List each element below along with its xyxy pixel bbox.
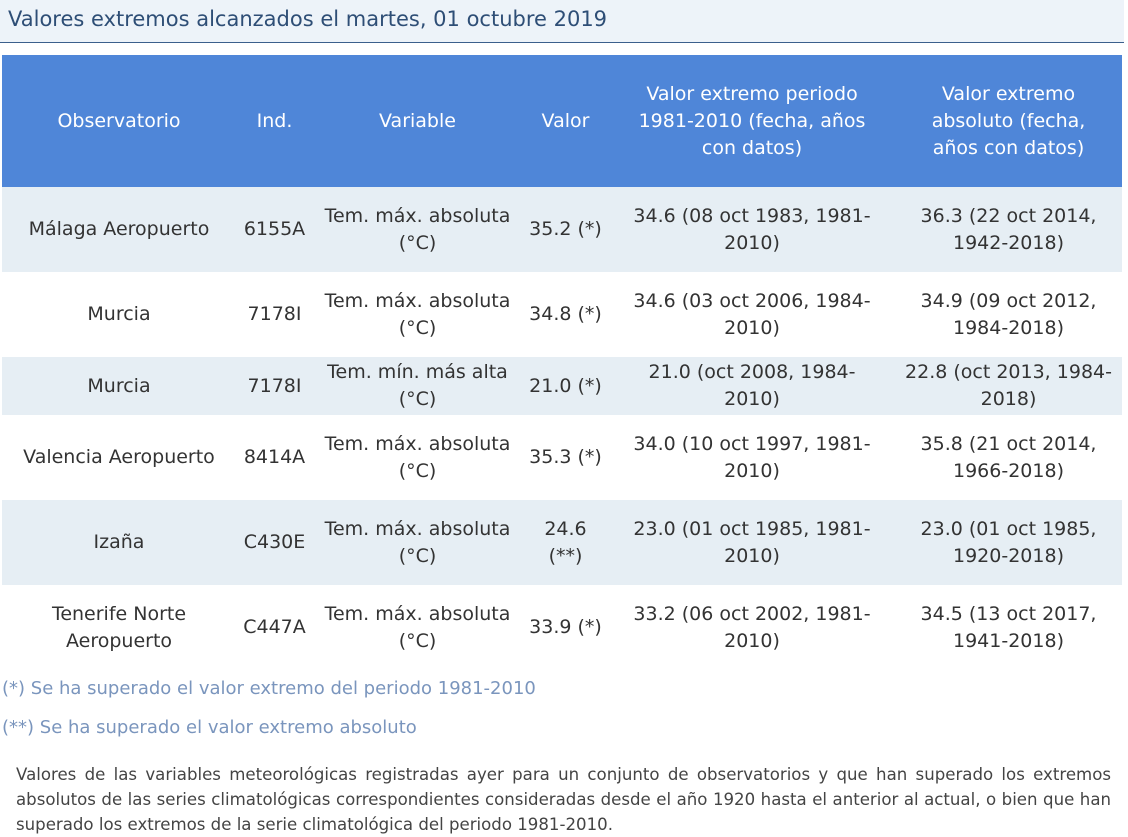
cell-absoluto: 36.3 (22 oct 2014, 1942-2018)	[895, 187, 1122, 272]
cell-variable: Tem. mín. más alta (°C)	[313, 357, 522, 415]
header-valor: Valor	[522, 55, 609, 187]
cell-valor: 33.9 (*)	[522, 585, 609, 670]
cell-absoluto: 22.8 (oct 2013, 1984-2018)	[895, 357, 1122, 415]
cell-observatorio: Izaña	[2, 500, 236, 585]
cell-ind: 8414A	[236, 415, 313, 500]
description-text: Valores de las variables meteorológicas …	[16, 765, 1111, 834]
cell-periodo: 34.0 (10 oct 1997, 1981-2010)	[609, 415, 895, 500]
cell-ind: 7178I	[236, 357, 313, 415]
cell-variable: Tem. máx. absoluta (°C)	[313, 585, 522, 670]
cell-ind: 7178I	[236, 272, 313, 357]
table-row: Málaga Aeropuerto 6155A Tem. máx. absolu…	[2, 187, 1122, 272]
header-periodo: Valor extremo periodo 1981-2010 (fecha, …	[609, 55, 895, 187]
cell-periodo: 33.2 (06 oct 2002, 1981-2010)	[609, 585, 895, 670]
page-title: Valores extremos alcanzados el martes, 0…	[8, 7, 608, 31]
cell-variable: Tem. máx. absoluta (°C)	[313, 500, 522, 585]
cell-observatorio: Murcia	[2, 272, 236, 357]
cell-valor: 21.0 (*)	[522, 357, 609, 415]
cell-periodo: 34.6 (03 oct 2006, 1984-2010)	[609, 272, 895, 357]
cell-valor: 24.6 (**)	[522, 500, 609, 585]
table-header-row: Observatorio Ind. Variable Valor Valor e…	[2, 55, 1122, 187]
table-row: Valencia Aeropuerto 8414A Tem. máx. abso…	[2, 415, 1122, 500]
cell-variable: Tem. máx. absoluta (°C)	[313, 415, 522, 500]
cell-valor: 34.8 (*)	[522, 272, 609, 357]
table-row: Tenerife Norte Aeropuerto C447A Tem. máx…	[2, 585, 1122, 670]
cell-variable: Tem. máx. absoluta (°C)	[313, 187, 522, 272]
cell-periodo: 23.0 (01 oct 1985, 1981-2010)	[609, 500, 895, 585]
cell-ind: C447A	[236, 585, 313, 670]
cell-variable: Tem. máx. absoluta (°C)	[313, 272, 522, 357]
cell-absoluto: 35.8 (21 oct 2014, 1966-2018)	[895, 415, 1122, 500]
table-row: Murcia 7178I Tem. máx. absoluta (°C) 34.…	[2, 272, 1122, 357]
cell-absoluto: 23.0 (01 oct 1985, 1920-2018)	[895, 500, 1122, 585]
table-row: Izaña C430E Tem. máx. absoluta (°C) 24.6…	[2, 500, 1122, 585]
cell-observatorio: Valencia Aeropuerto	[2, 415, 236, 500]
cell-ind: C430E	[236, 500, 313, 585]
header-observatorio: Observatorio	[2, 55, 236, 187]
cell-valor: 35.2 (*)	[522, 187, 609, 272]
cell-absoluto: 34.9 (09 oct 2012, 1984-2018)	[895, 272, 1122, 357]
header-absoluto: Valor extremo absoluto (fecha, años con …	[895, 55, 1122, 187]
extremes-table: Observatorio Ind. Variable Valor Valor e…	[2, 55, 1122, 670]
header-variable: Variable	[313, 55, 522, 187]
header-ind: Ind.	[236, 55, 313, 187]
cell-observatorio: Tenerife Norte Aeropuerto	[2, 585, 236, 670]
cell-periodo: 21.0 (oct 2008, 1984-2010)	[609, 357, 895, 415]
cell-periodo: 34.6 (08 oct 1983, 1981-2010)	[609, 187, 895, 272]
cell-absoluto: 34.5 (13 oct 2017, 1941-2018)	[895, 585, 1122, 670]
cell-ind: 6155A	[236, 187, 313, 272]
table-row: Murcia 7178I Tem. mín. más alta (°C) 21.…	[2, 357, 1122, 415]
footnote-double-asterisk: (**) Se ha superado el valor extremo abs…	[2, 717, 417, 738]
cell-observatorio: Málaga Aeropuerto	[2, 187, 236, 272]
extremes-table-container: Observatorio Ind. Variable Valor Valor e…	[2, 55, 1122, 670]
cell-observatorio: Murcia	[2, 357, 236, 415]
footnote-single-asterisk: (*) Se ha superado el valor extremo del …	[2, 678, 536, 699]
cell-valor: 35.3 (*)	[522, 415, 609, 500]
title-bar: Valores extremos alcanzados el martes, 0…	[0, 0, 1124, 43]
